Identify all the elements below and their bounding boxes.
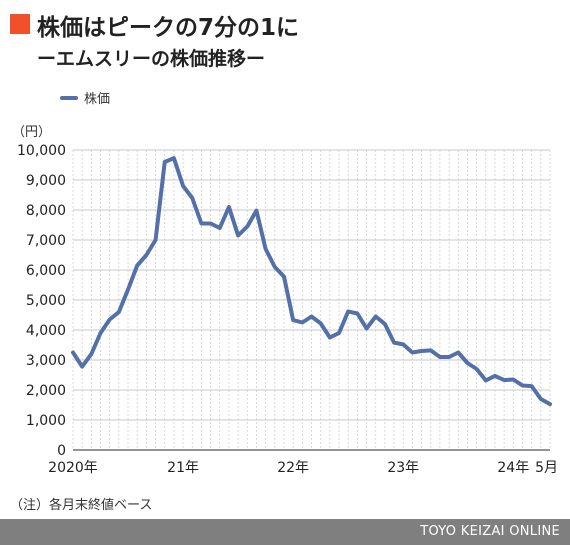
- data-point: [108, 317, 112, 322]
- data-point: [144, 253, 148, 257]
- data-point: [254, 209, 259, 213]
- legend-label: 株価: [84, 92, 111, 107]
- data-point: [153, 238, 158, 242]
- data-point: [475, 367, 479, 371]
- data-point: [71, 350, 75, 355]
- data-point: [520, 383, 525, 388]
- data-point: [355, 311, 359, 316]
- y-tick-label: 1,000: [26, 413, 66, 429]
- x-tick-label: 5月: [535, 460, 558, 476]
- x-tick-label: 2020年: [48, 460, 98, 476]
- chart-subtitle: ーエムスリーの株価推移ー: [37, 48, 266, 70]
- data-point: [548, 402, 552, 406]
- data-point: [484, 378, 488, 382]
- data-point: [264, 247, 268, 251]
- brand-label: TOYO KEIZAI ONLINE: [420, 524, 560, 539]
- data-point: [126, 287, 130, 292]
- series-group: [71, 156, 552, 407]
- data-point: [319, 321, 323, 325]
- horizontal-grid: [73, 149, 550, 451]
- y-tick-label: 7,000: [26, 233, 66, 249]
- data-point: [273, 265, 277, 269]
- x-tick-label: 23年: [387, 460, 419, 476]
- y-tick-label: 8,000: [26, 203, 66, 219]
- data-point: [493, 374, 497, 378]
- y-axis-ticks: 0 1,000 2,000 3,000 4,000 5,000 6,000 7,000 8,00…: [17, 143, 66, 459]
- data-point: [208, 221, 213, 226]
- data-point: [429, 348, 433, 352]
- y-axis-unit: （円）: [12, 125, 52, 140]
- title-marker: [10, 14, 30, 34]
- data-point: [392, 341, 396, 345]
- data-point: [328, 335, 332, 340]
- data-point: [419, 349, 424, 353]
- data-point: [117, 310, 121, 314]
- chart-title: 株価はピークの7分の1に: [37, 15, 300, 41]
- data-point: [291, 318, 295, 322]
- data-point: [236, 233, 240, 238]
- y-tick-label: 9,000: [26, 173, 66, 189]
- y-tick-label: 0: [57, 443, 66, 459]
- legend: 株価: [60, 88, 110, 107]
- data-point: [438, 355, 442, 359]
- x-tick-label: 21年: [167, 460, 199, 476]
- y-tick-label: 5,000: [26, 293, 66, 309]
- data-point: [80, 365, 84, 369]
- data-point: [447, 355, 451, 359]
- data-point: [89, 352, 93, 356]
- data-point: [300, 320, 304, 325]
- y-tick-label: 2,000: [26, 383, 66, 399]
- legend-swatch: [60, 95, 78, 100]
- data-point: [309, 314, 314, 319]
- data-point: [530, 384, 534, 388]
- data-point: [465, 361, 470, 365]
- y-tick-label: 4,000: [26, 323, 66, 339]
- data-point: [337, 331, 341, 335]
- y-tick-label: 10,000: [17, 143, 66, 159]
- data-point: [190, 196, 194, 200]
- data-point: [98, 331, 103, 335]
- data-point: [218, 226, 222, 230]
- data-point: [502, 378, 506, 382]
- y-tick-label: 3,000: [26, 353, 66, 369]
- data-point: [383, 322, 387, 326]
- y-tick-label: 6,000: [26, 263, 66, 279]
- data-point: [181, 184, 185, 188]
- data-point: [374, 314, 378, 319]
- data-point: [346, 309, 350, 313]
- footer-bar: TOYO KEIZAI ONLINE: [0, 519, 570, 545]
- x-tick-label: 24年: [497, 460, 529, 476]
- data-point: [172, 156, 176, 160]
- data-point: [364, 326, 369, 331]
- data-point: [245, 224, 249, 229]
- data-point: [227, 205, 231, 209]
- x-tick-label: 22年: [277, 460, 309, 476]
- data-point: [401, 342, 405, 346]
- data-point: [282, 275, 286, 279]
- x-axis-ticks: 2020年 21年 22年 23年 24年 5月: [48, 460, 558, 476]
- data-point: [135, 263, 139, 268]
- data-point: [199, 221, 204, 226]
- data-point: [539, 397, 543, 401]
- footnote: （注）各月末終値ベース: [10, 498, 153, 513]
- data-point: [456, 350, 460, 355]
- data-point: [163, 160, 167, 164]
- data-point: [410, 350, 415, 355]
- data-point: [511, 377, 515, 382]
